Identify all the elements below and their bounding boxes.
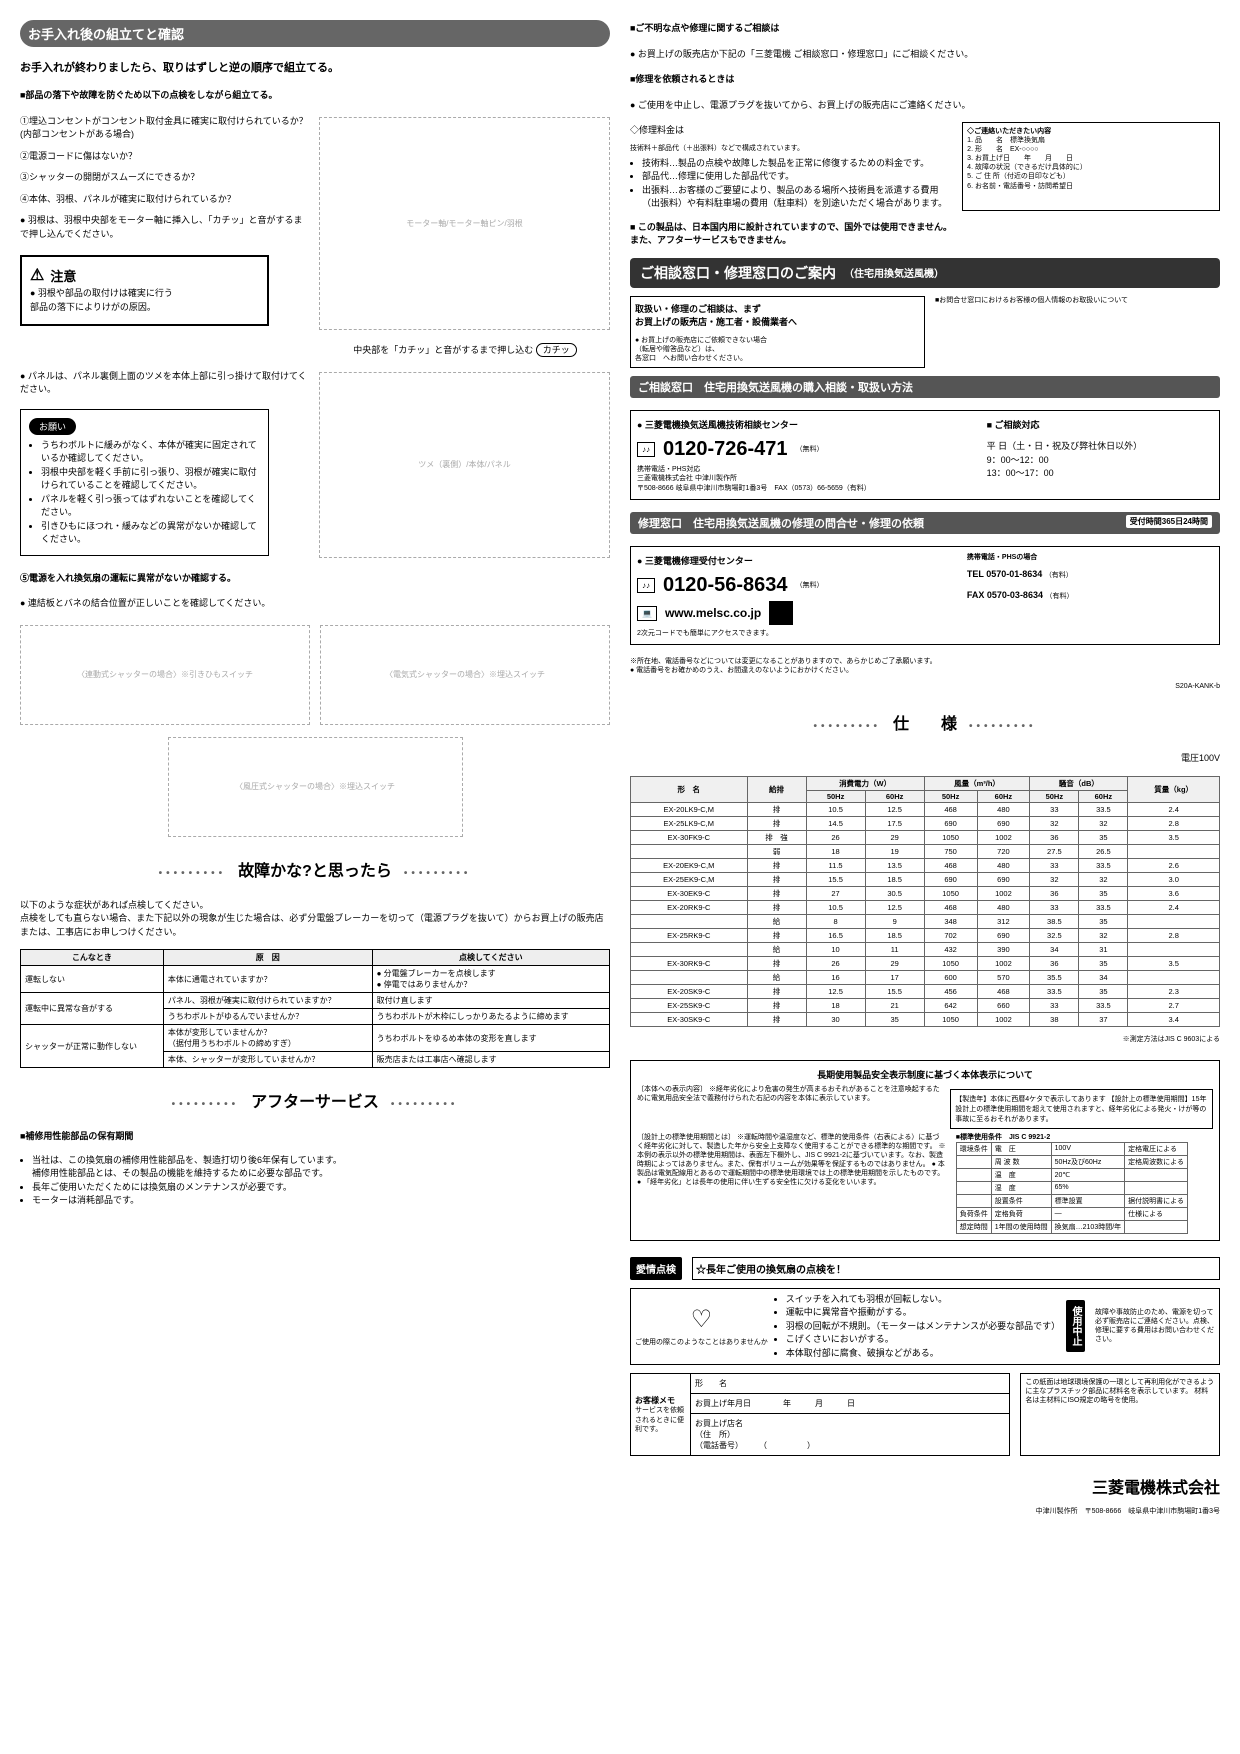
shuuri-notes: ※所在地、電話番号などについては変更になることがありますので、あらかじめご了承願… xyxy=(630,657,1220,675)
ryoukin-text: 技術料＋部品代（＋出張料）などで構成されています。 xyxy=(630,144,952,153)
right-column: ■ご不明な点や修理に関するご相談は ● お買上げの販売店か下記の「三菱電機 ご相… xyxy=(630,20,1220,1516)
aijou-sub: ☆長年ご使用の換気扇の点検を！ xyxy=(692,1257,1220,1280)
caution-box: 注意 ● 羽根や部品の取付けは確実に行う 部品の落下によりけがの原因。 xyxy=(20,255,269,326)
onegai-box: お願い うちわボルトに緩みがなく、本体が確実に固定されているか確認してください。… xyxy=(20,409,269,556)
step-1: ①埋込コンセントがコンセント取付金具に確実に取付けられているか？(内部コンセント… xyxy=(20,115,309,142)
pc-icon: 💻 xyxy=(637,606,657,621)
intro-1: お手入れが終わりましたら、取りはずしと逆の順序で組立てる。 xyxy=(20,59,610,75)
shuuri-url: www.melsc.co.jp xyxy=(665,606,761,620)
shuuri-sub: 修理窓口 住宅用換気送風機の修理の問合せ・修理の依頼 受付時間365日24時間 xyxy=(630,512,1220,534)
diagram-panel: ツメ（裏側） / 本体 / パネル xyxy=(319,372,610,558)
assembly-header: お手入れ後の組立てと確認 xyxy=(20,20,610,47)
step-4: ④本体、羽根、パネルが確実に取付けられているか？ xyxy=(20,193,309,207)
step-2: ②電源コードに傷はないか？ xyxy=(20,150,309,164)
heart-icon: ♡ xyxy=(691,1305,713,1334)
intro-2: ■部品の落下や故障を防ぐため以下の点検をしながら組立てる。 xyxy=(20,89,610,103)
shiyou-header: 仕 様 xyxy=(630,710,1220,734)
diagram-shutter-2: 〈電気式シャッターの場合〉※埋込スイッチ xyxy=(320,625,610,725)
step-3: ③シャッターの開閉がスムーズにできるか？ xyxy=(20,171,309,185)
hoshu-item: 長年ご使用いただくためには換気扇のメンテナンスが必要です。 xyxy=(32,1181,610,1195)
shuuri-text: ● ご使用を中止し、電源プラグを抜いてから、お買上げの販売店にご連絡ください。 xyxy=(630,99,1220,113)
diagram-shutter-1: 〈連動式シャッターの場合〉※引きひもスイッチ xyxy=(20,625,310,725)
privacy-note: ■お問合せ窓口におけるお客様の個人情報のお取扱いについて xyxy=(935,296,1220,368)
company-name: 三菱電機株式会社 xyxy=(630,1474,1220,1498)
shuuri-box: ● 三菱電機修理受付センター ♪♪ 0120-56-8634 （無料） 💻 ww… xyxy=(630,546,1220,646)
aijou-action: 使用中止 xyxy=(1066,1300,1085,1352)
shuuri-phone: 0120-56-8634 xyxy=(663,574,788,597)
hoshu-item: モーターは消耗部品です。 xyxy=(32,1194,610,1208)
koshou-table: こんなとき 原 因 点検してください 運転しない本体に通電されていますか？● 分… xyxy=(20,949,610,1068)
hane-note: ● 羽根は、羽根中央部をモーター軸に挿入し、「カチッ」と音がするまで押し込んでく… xyxy=(20,214,309,241)
recycle-box: この紙面は地球環境保護の一環として再利用化ができるように主なプラスチック部品に材… xyxy=(1020,1373,1220,1456)
longterm-box: 長期使用製品安全表示制度に基づく本体表示について 〔本体への表示内容〕 ※経年劣… xyxy=(630,1060,1220,1241)
aijou-title: 愛情点検 xyxy=(630,1257,682,1280)
soudan-phone: 0120-726-471 xyxy=(663,438,788,461)
madoguchi-header: ご相談窓口・修理窓口のご案内 （住宅用換気送風機） xyxy=(630,258,1220,288)
kokunai-note: ■ この製品は、日本国内用に設計されていますので、国外では使用できません。 また… xyxy=(630,221,1220,248)
after-header: アフターサービス xyxy=(20,1088,610,1112)
doc-code: S20A-KANK-b xyxy=(630,683,1220,690)
katit-text: 中央部を「カチッ」と音がするまで押し込む xyxy=(353,345,533,355)
hoshu-title: ■補修用性能部品の保有期間 xyxy=(20,1130,610,1144)
onegai-item: 引きひもにほつれ・緩みなどの異常がないか確認してください。 xyxy=(41,520,260,547)
diagram-shutter-3: 〈風圧式シャッターの場合〉※埋込スイッチ xyxy=(168,737,463,837)
caution-text: ● 羽根や部品の取付けは確実に行う 部品の落下によりけがの原因。 xyxy=(30,287,259,314)
qr-icon xyxy=(769,601,793,625)
memo-table: お客様メモ サービスを依頼されるときに便利です。 形 名 お買上げ年月日 年 月… xyxy=(630,1373,1010,1456)
fumei-title: ■ご不明な点や修理に関するご相談は xyxy=(630,22,1220,36)
spec-footnote: ※測定方法はJIS C 9603による xyxy=(630,1035,1220,1044)
onegai-item: うちわボルトに緩みがなく、本体が確実に固定されているか確認してください。 xyxy=(41,439,260,466)
soudan-sub: ご相談窓口 住宅用換気送風機の購入相談・取扱い方法 xyxy=(630,376,1220,398)
koshou-intro: 以下のような症状があれば点検してください。 点検をしても直らない場合、また下記以… xyxy=(20,899,610,940)
diagram-fan: モーター軸 / モーター軸ピン / 羽根 xyxy=(319,117,610,331)
company-addr: 中津川製作所 〒508-8666 岐阜県中津川市駒場町1番3号 xyxy=(630,1506,1220,1516)
ryoukin-title: ◇修理料金は xyxy=(630,124,952,138)
renraku-box: ◇ご連絡いただきたい内容 1. 品 名 標準換気扇 2. 形 名 EX-○○○○… xyxy=(962,122,1220,211)
freedial-icon: ♪♪ xyxy=(637,578,655,593)
koshou-header: 故障かな?と思ったら xyxy=(20,857,610,881)
hoshu-item: 当社は、この換気扇の補修用性能部品を、製造打切り後6年保有しています。 補修用性… xyxy=(32,1154,610,1181)
fumei-text: ● お買上げの販売店か下記の「三菱電機 ご相談窓口・修理窓口」にご相談ください。 xyxy=(630,48,1220,62)
shuuri-title: ■修理を依頼されるときは xyxy=(630,73,1220,87)
caution-title: 注意 xyxy=(30,265,259,285)
toriatsukai-box: 取扱い・修理のご相談は、まず お買上げの販売店・施工者・設備業者へ ● お買上げ… xyxy=(630,296,925,368)
spec-table: 形 名 給排 消費電力（W） 風量（m³/h） 騒音（dB） 質量（kg） 50… xyxy=(630,776,1220,1027)
onegai-label: お願い xyxy=(29,418,76,435)
katit-label: カチッ xyxy=(536,343,577,357)
freedial-icon: ♪♪ xyxy=(637,442,655,457)
panel-note: ● パネルは、パネル裏側上面のツメを本体上部に引っ掛けて取付けてください。 xyxy=(20,370,309,397)
step-5-note: ● 連結板とバネの結合位置が正しいことを確認してください。 xyxy=(20,597,610,611)
step-5: ⑤電源を入れ換気扇の運転に異常がないか確認する。 xyxy=(20,572,610,586)
onegai-item: パネルを軽く引っ張ってはずれないことを確認してください。 xyxy=(41,493,260,520)
onegai-item: 羽根中央部を軽く手前に引っ張り、羽根が確実に取付けられていることを確認してくださ… xyxy=(41,466,260,493)
left-column: お手入れ後の組立てと確認 お手入れが終わりましたら、取りはずしと逆の順序で組立て… xyxy=(20,20,610,1516)
soudan-box: ● 三菱電機換気送風機技術相談センター ♪♪ 0120-726-471 （無料）… xyxy=(630,410,1220,500)
aijou-box: ♡ ご使用の際このようなことはありませんか スイッチを入れても羽根が回転しない。… xyxy=(630,1288,1220,1366)
std-table: 環境条件電 圧100V定格電圧による周 波 数50Hz及び60Hz定格周波数によ… xyxy=(956,1142,1188,1234)
shiyou-note: 電圧100V xyxy=(630,752,1220,766)
